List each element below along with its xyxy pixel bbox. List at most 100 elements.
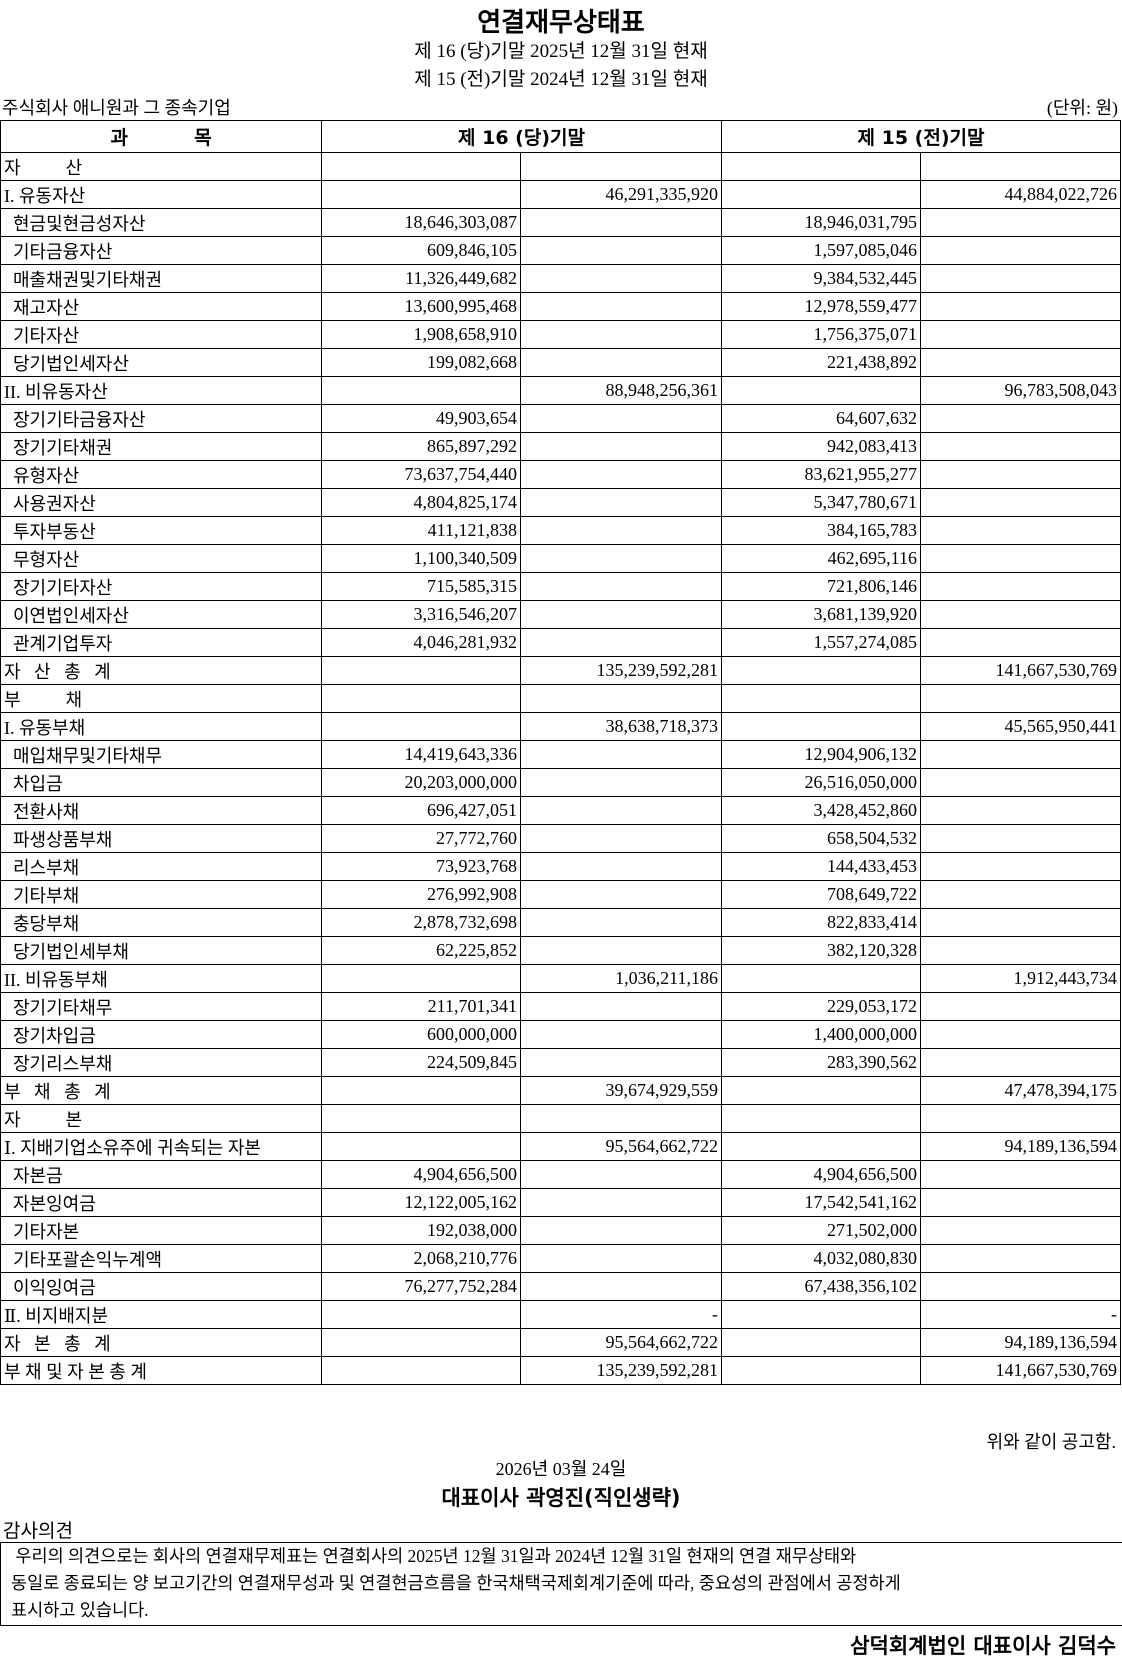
current-subtotal-cell — [520, 740, 722, 769]
prior-subtotal-cell: 94,189,136,594 — [920, 1132, 1121, 1161]
account-label: 기타포괄손익누계액 — [0, 1244, 322, 1273]
account-label: 부 채 및 자 본 총 계 — [0, 1356, 322, 1385]
prior-subtotal-cell — [920, 908, 1121, 937]
period-current: 제 16 (당)기말 2025년 12월 31일 현재 — [414, 41, 708, 62]
announcement-date: 2026년 03월 24일 — [495, 1459, 627, 1479]
account-label: 충당부채 — [0, 908, 322, 937]
current-subtotal-cell: 38,638,718,373 — [520, 712, 722, 741]
prior-detail-cell — [721, 964, 921, 993]
current-subtotal-cell — [520, 516, 722, 545]
account-label: II. 비유동자산 — [0, 376, 322, 405]
prior-detail-cell: 83,621,955,277 — [721, 460, 921, 489]
account-label: II. 비유동부채 — [0, 964, 322, 993]
account-label: 자본잉여금 — [0, 1188, 322, 1217]
table-row: 이연법인세자산 3,316,546,207 3,681,139,920 — [0, 600, 1121, 629]
prior-subtotal-cell — [920, 796, 1121, 825]
current-detail-cell: 4,046,281,932 — [321, 628, 521, 657]
current-subtotal-cell — [520, 404, 722, 433]
current-detail-cell: 49,903,654 — [321, 404, 521, 433]
current-detail-cell: 1,908,658,910 — [321, 320, 521, 349]
table-row: 기타포괄손익누계액 2,068,210,776 4,032,080,830 — [0, 1244, 1121, 1273]
prior-subtotal-cell — [920, 768, 1121, 797]
prior-subtotal-cell: 45,565,950,441 — [920, 712, 1121, 741]
current-subtotal-cell — [520, 824, 722, 853]
prior-detail-cell: 5,347,780,671 — [721, 488, 921, 517]
table-row: II. 비유동자산 88,948,256,361 96,783,508,043 — [0, 376, 1121, 405]
table-row: 자 산 — [0, 152, 1121, 181]
account-label: 유형자산 — [0, 460, 322, 489]
current-detail-cell — [321, 656, 521, 685]
current-subtotal-cell — [520, 600, 722, 629]
account-label: 관계기업투자 — [0, 628, 322, 657]
table-row: 자 본 총 계 95,564,662,722 94,189,136,594 — [0, 1328, 1121, 1357]
prior-detail-cell — [721, 376, 921, 405]
current-subtotal-cell: 135,239,592,281 — [520, 1356, 722, 1385]
prior-subtotal-cell — [920, 264, 1121, 293]
table-header: 과 목 제 16 (당)기말 제 15 (전)기말 — [0, 120, 1121, 153]
account-label: 매입채무및기타채무 — [0, 740, 322, 769]
header-current-period: 제 16 (당)기말 — [321, 120, 722, 153]
prior-subtotal-cell: 141,667,530,769 — [920, 1356, 1121, 1385]
prior-detail-cell: 942,083,413 — [721, 432, 921, 461]
prior-detail-cell: 4,032,080,830 — [721, 1244, 921, 1273]
prior-subtotal-cell: 94,189,136,594 — [920, 1328, 1121, 1357]
current-detail-cell: 865,897,292 — [321, 432, 521, 461]
current-subtotal-cell — [520, 544, 722, 573]
table-row: 투자부동산 411,121,838 384,165,783 — [0, 516, 1121, 545]
current-subtotal-cell: - — [520, 1300, 722, 1329]
table-row: 기타금융자산 609,846,105 1,597,085,046 — [0, 236, 1121, 265]
current-detail-cell — [321, 1132, 521, 1161]
table-row: Ⅰ. 지배기업소유주에 귀속되는 자본 95,564,662,722 94,189,… — [0, 1132, 1121, 1161]
table-row: I. 유동부채 38,638,718,373 45,565,950,441 — [0, 712, 1121, 741]
audit-opinion-box: 우리의 의견으로는 회사의 연결재무제표는 연결회사의 2025년 12월 31… — [0, 1542, 1122, 1626]
current-detail-cell — [321, 1076, 521, 1105]
current-detail-cell — [321, 684, 521, 713]
prior-subtotal-cell — [920, 152, 1121, 181]
table-row: 장기기타금융자산 49,903,654 64,607,632 — [0, 404, 1121, 433]
table-row: 유형자산 73,637,754,440 83,621,955,277 — [0, 460, 1121, 489]
current-subtotal-cell — [520, 264, 722, 293]
prior-detail-cell: 462,695,116 — [721, 544, 921, 573]
current-subtotal-cell — [520, 292, 722, 321]
table-row: Ⅱ. 비지배지분 - - — [0, 1300, 1121, 1329]
prior-detail-cell: 382,120,328 — [721, 936, 921, 965]
current-subtotal-cell — [520, 1104, 722, 1133]
account-label: 장기리스부채 — [0, 1048, 322, 1077]
prior-detail-cell — [721, 656, 921, 685]
table-row: 관계기업투자 4,046,281,932 1,557,274,085 — [0, 628, 1121, 657]
current-detail-cell: 411,121,838 — [321, 516, 521, 545]
account-label: 재고자산 — [0, 292, 322, 321]
current-detail-cell — [321, 712, 521, 741]
current-detail-cell: 11,326,449,682 — [321, 264, 521, 293]
audit-opinion-label: 감사의견 — [3, 1521, 73, 1542]
table-row: 리스부채 73,923,768 144,433,453 — [0, 852, 1121, 881]
account-label: Ⅱ. 비지배지분 — [0, 1300, 322, 1329]
balance-sheet-table: 과 목 제 16 (당)기말 제 15 (전)기말 자 산 I. 유동자산 46,2… — [0, 120, 1121, 1385]
table-row: 부 채 및 자 본 총 계 135,239,592,281 141,667,530,… — [0, 1356, 1121, 1385]
prior-subtotal-cell — [920, 1104, 1121, 1133]
table-row: 기타부채 276,992,908 708,649,722 — [0, 880, 1121, 909]
account-label: 자본금 — [0, 1160, 322, 1189]
account-label: 투자부동산 — [0, 516, 322, 545]
current-detail-cell: 224,509,845 — [321, 1048, 521, 1077]
current-subtotal-cell — [520, 796, 722, 825]
current-detail-cell: 696,427,051 — [321, 796, 521, 825]
company-name: 주식회사 애니원과 그 종속기업 — [2, 98, 231, 118]
account-label: 장기기타채무 — [0, 992, 322, 1021]
current-subtotal-cell — [520, 992, 722, 1021]
table-row: 장기기타채권 865,897,292 942,083,413 — [0, 432, 1121, 461]
account-label: 당기법인세자산 — [0, 348, 322, 377]
current-subtotal-cell: 88,948,256,361 — [520, 376, 722, 405]
current-detail-cell: 27,772,760 — [321, 824, 521, 853]
table-row: 재고자산 13,600,995,468 12,978,559,477 — [0, 292, 1121, 321]
prior-detail-cell: 64,607,632 — [721, 404, 921, 433]
current-subtotal-cell — [520, 1216, 722, 1245]
prior-detail-cell: 67,438,356,102 — [721, 1272, 921, 1301]
table-row: 당기법인세자산 199,082,668 221,438,892 — [0, 348, 1121, 377]
current-subtotal-cell — [520, 1160, 722, 1189]
table-row: 차입금 20,203,000,000 26,516,050,000 — [0, 768, 1121, 797]
account-label: 장기차입금 — [0, 1020, 322, 1049]
account-label: 리스부채 — [0, 852, 322, 881]
account-label: 자 산 — [0, 152, 322, 181]
account-label: 자 본 총 계 — [0, 1328, 322, 1357]
